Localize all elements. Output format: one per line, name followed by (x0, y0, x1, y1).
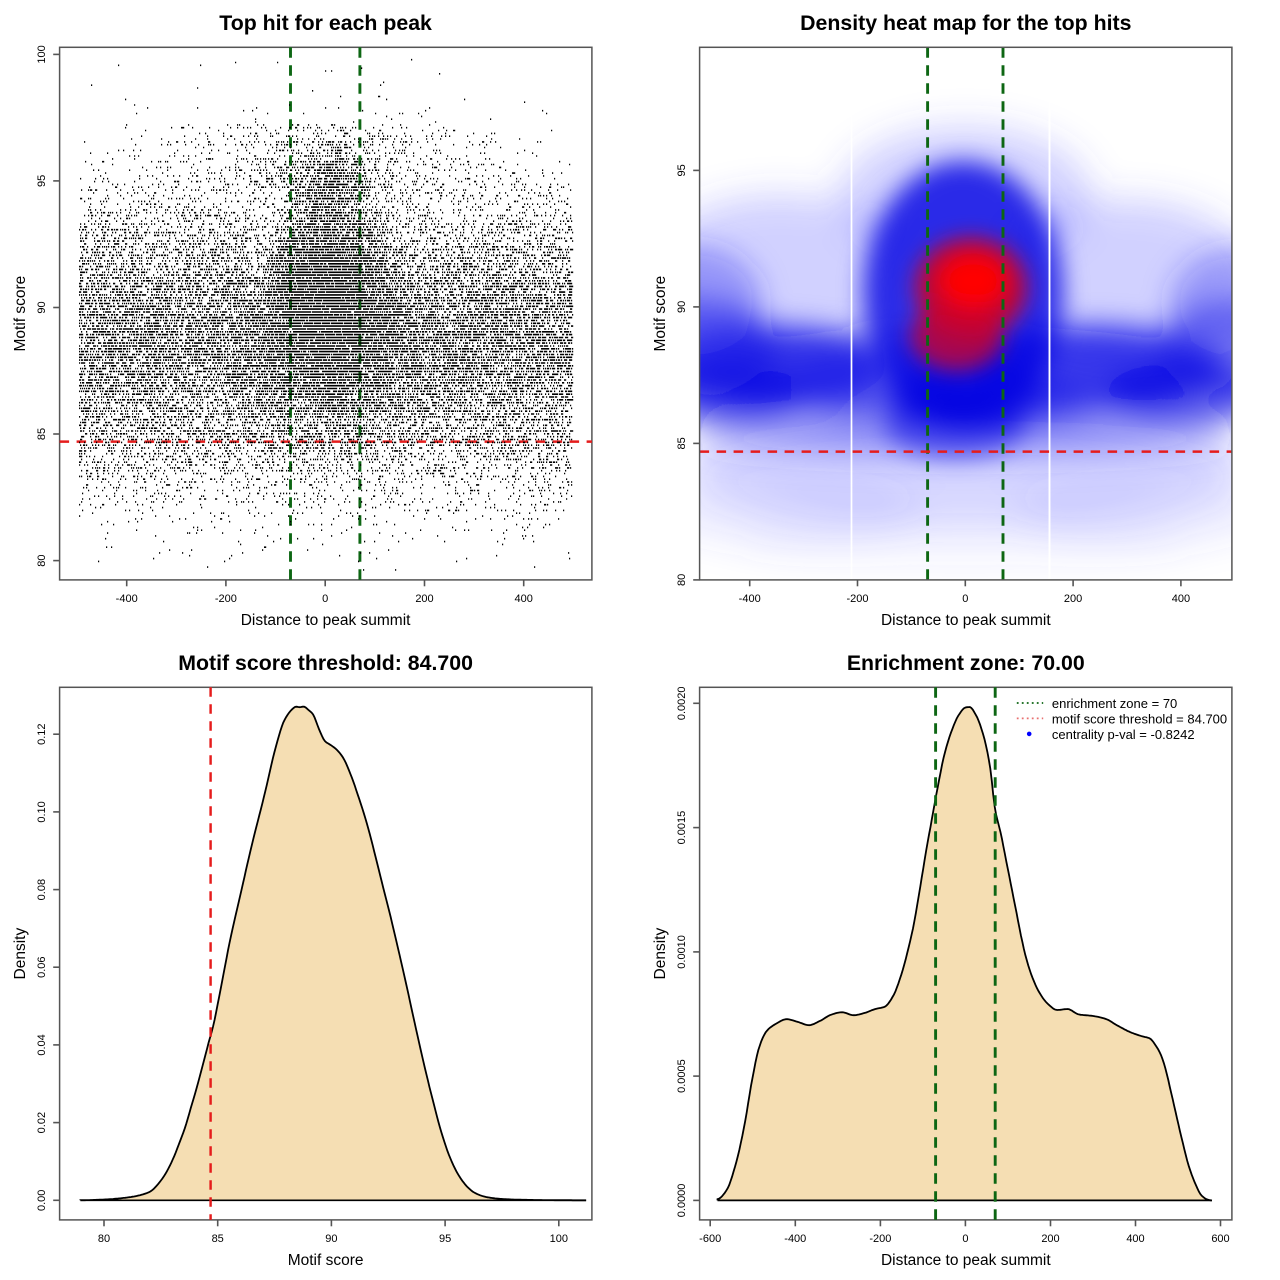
svg-text:0.06: 0.06 (36, 956, 48, 977)
svg-text:Motif score: Motif score (288, 1252, 364, 1269)
svg-text:0.0020: 0.0020 (676, 686, 688, 720)
svg-text:80: 80 (676, 574, 688, 586)
svg-text:enrichment zone = 70: enrichment zone = 70 (1052, 696, 1177, 711)
svg-text:0.0005: 0.0005 (676, 1059, 688, 1093)
svg-text:200: 200 (415, 593, 433, 605)
svg-text:90: 90 (676, 301, 688, 313)
svg-text:-600: -600 (699, 1233, 721, 1245)
svg-text:Distance to peak summit: Distance to peak summit (881, 1252, 1051, 1269)
svg-text:0: 0 (962, 1233, 968, 1245)
svg-text:-400: -400 (784, 1233, 806, 1245)
svg-text:100: 100 (550, 1233, 568, 1245)
svg-text:0: 0 (322, 593, 328, 605)
svg-text:-200: -200 (215, 593, 237, 605)
svg-text:Distance to peak summit: Distance to peak summit (881, 612, 1051, 629)
svg-text:centrality p-val = -0.8242: centrality p-val = -0.8242 (1052, 727, 1195, 742)
svg-text:85: 85 (36, 428, 48, 440)
svg-text:95: 95 (676, 164, 688, 176)
svg-text:0.04: 0.04 (36, 1034, 48, 1055)
svg-text:0.12: 0.12 (36, 723, 48, 744)
svg-text:-200: -200 (869, 1233, 891, 1245)
svg-text:Enrichment zone: 70.00: Enrichment zone: 70.00 (847, 651, 1085, 675)
svg-text:400: 400 (1126, 1233, 1144, 1245)
svg-text:motif score threshold = 84.700: motif score threshold = 84.700 (1052, 711, 1227, 726)
svg-text:200: 200 (1041, 1233, 1059, 1245)
svg-text:90: 90 (325, 1233, 337, 1245)
svg-text:0: 0 (962, 593, 968, 605)
svg-text:0.0000: 0.0000 (676, 1184, 688, 1218)
svg-text:0.0010: 0.0010 (676, 935, 688, 969)
svg-text:Motif score threshold: 84.700: Motif score threshold: 84.700 (178, 651, 473, 675)
svg-text:0.0015: 0.0015 (676, 811, 688, 845)
svg-text:Motif score: Motif score (652, 276, 669, 352)
svg-text:400: 400 (515, 593, 533, 605)
svg-text:Distance to peak summit: Distance to peak summit (241, 612, 411, 629)
svg-text:95: 95 (36, 175, 48, 187)
svg-text:85: 85 (676, 437, 688, 449)
svg-text:Density: Density (652, 928, 669, 980)
svg-text:90: 90 (36, 301, 48, 313)
svg-text:80: 80 (98, 1233, 110, 1245)
svg-text:200: 200 (1064, 593, 1082, 605)
svg-text:Motif score: Motif score (12, 276, 29, 352)
svg-text:-200: -200 (846, 593, 868, 605)
svg-text:400: 400 (1172, 593, 1190, 605)
svg-text:Density: Density (12, 928, 29, 980)
svg-text:0.00: 0.00 (36, 1190, 48, 1211)
svg-text:0.02: 0.02 (36, 1112, 48, 1133)
svg-text:Density heat map for the top h: Density heat map for the top hits (800, 11, 1131, 35)
svg-text:Top hit for each peak: Top hit for each peak (219, 11, 432, 35)
svg-text:95: 95 (439, 1233, 451, 1245)
svg-text:600: 600 (1211, 1233, 1229, 1245)
svg-text:85: 85 (212, 1233, 224, 1245)
svg-text:0.10: 0.10 (36, 801, 48, 822)
svg-text:0.08: 0.08 (36, 879, 48, 900)
svg-text:100: 100 (36, 45, 48, 63)
svg-text:80: 80 (36, 554, 48, 566)
svg-text:-400: -400 (116, 593, 138, 605)
svg-text:-400: -400 (739, 593, 761, 605)
